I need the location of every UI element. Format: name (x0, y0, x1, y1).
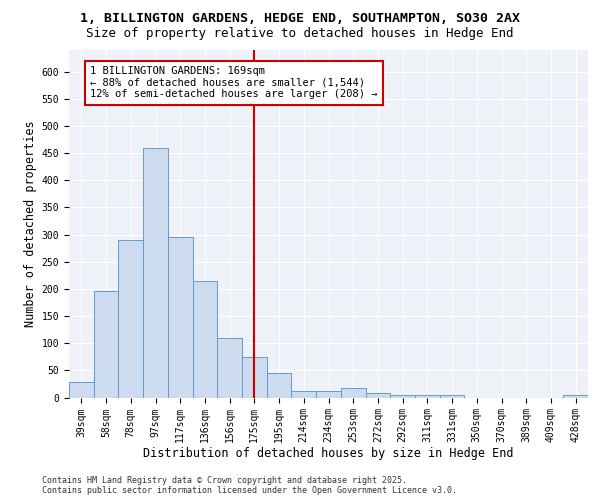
Text: 1 BILLINGTON GARDENS: 169sqm
← 88% of detached houses are smaller (1,544)
12% of: 1 BILLINGTON GARDENS: 169sqm ← 88% of de… (90, 66, 377, 100)
Bar (193, 281, 217, 398)
X-axis label: Distribution of detached houses by size in Hedge End: Distribution of detached houses by size … (143, 446, 514, 460)
Bar (316, 391, 341, 398)
Bar (341, 388, 365, 398)
Bar (118, 240, 143, 398)
Bar (168, 238, 193, 398)
Bar (365, 392, 390, 398)
Text: Size of property relative to detached houses in Hedge End: Size of property relative to detached ho… (86, 28, 514, 40)
Bar (267, 373, 292, 398)
Bar (292, 391, 316, 398)
Bar (440, 395, 464, 398)
Bar (563, 396, 588, 398)
Bar (217, 338, 242, 398)
Bar (69, 382, 94, 398)
Y-axis label: Number of detached properties: Number of detached properties (25, 120, 37, 327)
Text: Contains HM Land Registry data © Crown copyright and database right 2025.
Contai: Contains HM Land Registry data © Crown c… (42, 476, 457, 495)
Bar (242, 357, 267, 398)
Bar (415, 395, 440, 398)
Bar (390, 395, 415, 398)
Bar (94, 290, 118, 398)
Bar (143, 148, 168, 398)
Text: 1, BILLINGTON GARDENS, HEDGE END, SOUTHAMPTON, SO30 2AX: 1, BILLINGTON GARDENS, HEDGE END, SOUTHA… (80, 12, 520, 26)
